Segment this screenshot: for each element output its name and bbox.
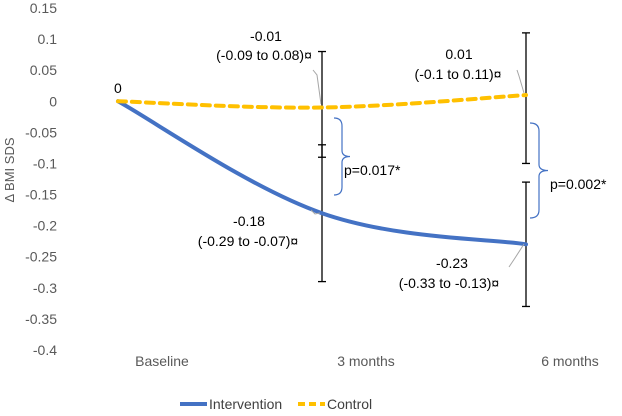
- significance-brace: [529, 122, 549, 219]
- intervention-6m-value-label: -0.23: [436, 255, 468, 271]
- y-tick-labels: 0.15 0.1 0.05 0 -0.05 -0.1 -0.15 -0.2 -0.25 -0.3 -…: [25, 0, 57, 358]
- y-tick-label: -0.05: [25, 124, 57, 140]
- intervention-3m-ci-label: (-0.29 to -0.07)¤: [198, 233, 299, 249]
- p-value-6m-label: p=0.002*: [550, 176, 607, 192]
- callout-leader: [516, 69, 525, 94]
- y-tick-label: -0.4: [33, 342, 57, 358]
- p-value-3m-label: p=0.017*: [344, 162, 401, 178]
- control-3m-ci-label: (-0.09 to 0.08)¤: [216, 47, 312, 63]
- callout-leaders: [310, 69, 525, 268]
- baseline-value-label: 0: [114, 80, 122, 96]
- control-6m-value-label: 0.01: [445, 46, 472, 62]
- series-line-control: [116, 93, 528, 110]
- legend-label-intervention: Intervention: [209, 396, 282, 412]
- series-line-intervention: [116, 99, 528, 247]
- intervention-3m-value-label: -0.18: [233, 213, 265, 229]
- y-tick-label: -0.3: [33, 280, 57, 296]
- y-tick-label: -0.15: [25, 187, 57, 203]
- category-label: Baseline: [135, 353, 189, 369]
- callout-leader: [310, 209, 321, 215]
- category-label: 6 months: [541, 353, 599, 369]
- legend: Intervention Control: [180, 396, 372, 412]
- callout-leader: [508, 243, 525, 268]
- y-tick-label: -0.35: [25, 311, 57, 327]
- category-labels: Baseline 3 months 6 months: [135, 353, 599, 369]
- y-tick-label: -0.2: [33, 218, 57, 234]
- series-lines: [116, 93, 528, 247]
- legend-label-control: Control: [327, 396, 372, 412]
- y-tick-label: 0: [49, 93, 57, 109]
- y-tick-label: -0.25: [25, 249, 57, 265]
- y-tick-label: -0.1: [33, 155, 57, 171]
- y-tick-label: 0.05: [30, 62, 57, 78]
- callout-leader: [312, 69, 322, 105]
- y-tick-label: 0.1: [38, 31, 58, 47]
- control-3m-value-label: -0.01: [250, 28, 282, 44]
- y-tick-label: 0.15: [30, 0, 57, 16]
- control-6m-ci-label: (-0.1 to 0.11)¤: [415, 66, 502, 82]
- intervention-6m-ci-label: (-0.33 to -0.13)¤: [399, 275, 500, 291]
- y-axis-title: Δ BMI SDS: [2, 137, 17, 202]
- category-label: 3 months: [337, 353, 395, 369]
- significance-braces: [333, 117, 549, 219]
- significance-brace: [333, 117, 351, 196]
